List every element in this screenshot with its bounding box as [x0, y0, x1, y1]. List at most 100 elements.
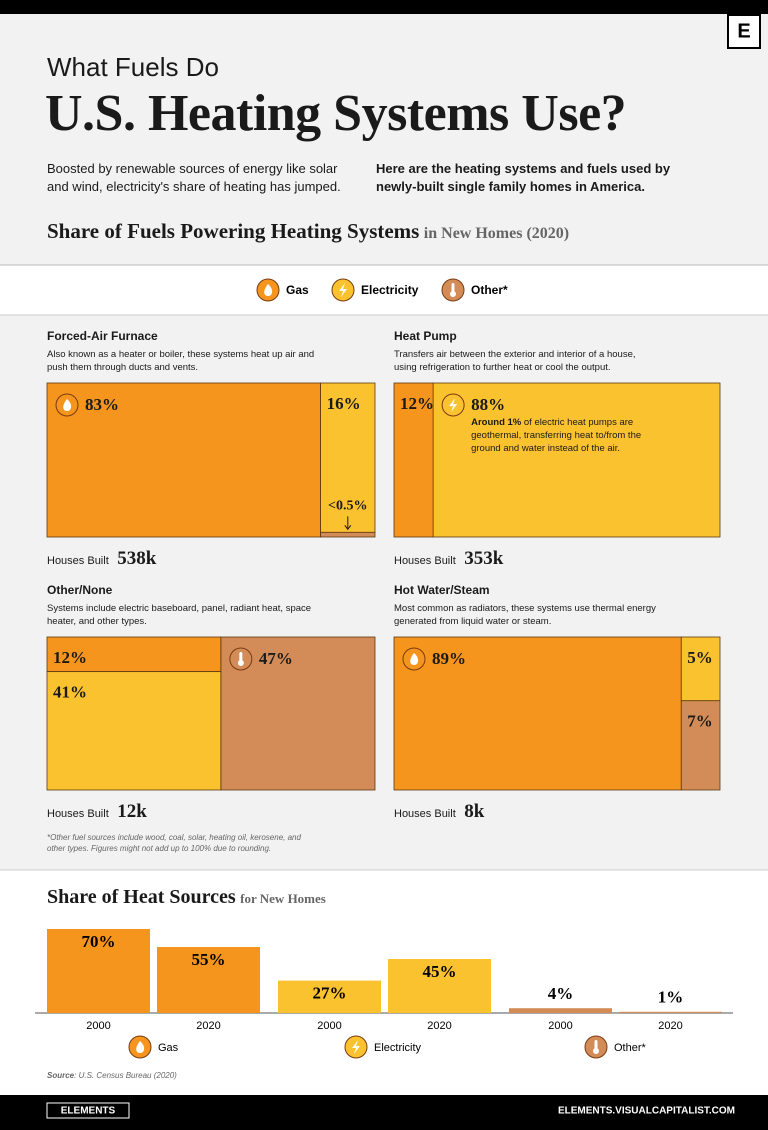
value-label: 83%	[85, 395, 119, 414]
houses-label: Houses Built	[47, 555, 109, 567]
thermo-bulb	[237, 660, 244, 666]
bar-value-label: 27%	[313, 984, 347, 1003]
x-tick-label: 2020	[427, 1020, 451, 1032]
value-label: 41%	[53, 683, 87, 702]
top-bar	[0, 0, 768, 14]
bar	[47, 929, 150, 1013]
x-tick-label: 2000	[548, 1020, 572, 1032]
footer-url: ELEMENTS.VISUALCAPITALIST.COM	[558, 1106, 735, 1117]
treemap-cell	[432, 382, 721, 538]
bar	[278, 980, 381, 1013]
brand-box	[727, 14, 761, 49]
fuel-icon	[331, 278, 355, 302]
treemap-cell	[680, 700, 721, 791]
fuel-icon	[584, 1035, 608, 1059]
value-label: 12%	[53, 648, 87, 667]
value-label: 5%	[687, 648, 713, 667]
x-tick-label: 2000	[86, 1020, 110, 1032]
houses-value: 353k	[464, 548, 504, 569]
flame-glyph	[63, 399, 72, 411]
source-text: : U.S. Census Bureau (2020)	[74, 1071, 177, 1080]
panel-description: Also known as a heater or boiler, these …	[47, 349, 315, 373]
brand-logo: E	[737, 20, 750, 42]
bolt-glyph	[449, 398, 458, 412]
footer-brand: ELEMENTS	[61, 1106, 116, 1117]
legend-label: Gas	[286, 283, 309, 297]
source-label: Source	[47, 1071, 75, 1080]
treemap-cell	[680, 636, 721, 702]
value-label: 16%	[327, 394, 361, 413]
treemap-cell	[320, 382, 376, 533]
thermo-glyph	[451, 283, 455, 293]
bar	[509, 1008, 612, 1013]
legend-band	[0, 265, 768, 315]
houses-built: Houses Built 538k	[47, 548, 156, 570]
houses-built: Houses Built 353k	[394, 548, 503, 570]
thermo-bulb	[593, 1048, 599, 1054]
bar	[388, 959, 491, 1013]
kicker: What Fuels Do	[47, 52, 219, 82]
legend-label: Electricity	[374, 1042, 422, 1054]
bolt-glyph	[352, 1040, 360, 1054]
thermo-glyph	[594, 1040, 598, 1050]
section-title-main: Share of Fuels Powering Heating Systems	[47, 219, 420, 243]
value-label: 88%	[471, 395, 505, 414]
main-title: U.S. Heating Systems Use?	[45, 85, 627, 142]
intro-right: Here are the heating systems and fuels u…	[376, 161, 671, 194]
fuel-icon	[441, 393, 465, 417]
flame-glyph	[410, 653, 419, 665]
intro-left: Boosted by renewable sources of energy l…	[47, 161, 341, 194]
icon-circle	[229, 647, 253, 671]
bar	[157, 947, 260, 1013]
houses-value: 538k	[117, 548, 157, 569]
legend-label: Other*	[471, 283, 508, 297]
treemap-cell	[220, 636, 376, 791]
value-label: 7%	[687, 712, 713, 731]
icon-circle	[402, 647, 426, 671]
panel-description: Systems include electric baseboard, pane…	[47, 603, 312, 627]
panel-note: Around 1% of electric heat pumps are geo…	[471, 416, 666, 455]
note-bold: Around 1%	[471, 417, 522, 428]
x-tick-label: 2000	[317, 1020, 341, 1032]
bar-value-label: 45%	[423, 962, 457, 981]
footer-logo-box	[46, 1102, 130, 1119]
legend-label: Electricity	[361, 283, 419, 297]
treemap-cell	[46, 671, 222, 791]
panel-title: Heat Pump	[394, 329, 457, 343]
value-label: 12%	[400, 394, 434, 413]
fuel-icon	[441, 278, 465, 302]
bar-value-label: 55%	[192, 950, 226, 969]
bar	[619, 1011, 722, 1013]
fuel-icon	[128, 1035, 152, 1059]
section-title: Share of Fuels Powering Heating Systems …	[47, 219, 569, 244]
pointer-head	[344, 525, 352, 531]
footnote: *Other fuel sources include wood, coal, …	[47, 833, 301, 853]
houses-value: 8k	[464, 801, 485, 822]
fuel-icon	[256, 278, 280, 302]
panel-title: Other/None	[47, 583, 113, 597]
value-label: 89%	[432, 649, 466, 668]
value-label: <0.5%	[328, 499, 367, 514]
fuel-icon	[229, 647, 253, 671]
panel-description: Most common as radiators, these systems …	[394, 603, 656, 627]
treemap-cell	[46, 636, 222, 673]
houses-label: Houses Built	[47, 808, 109, 820]
fuel-icon	[402, 647, 426, 671]
bar-title-main: Share of Heat Sources	[47, 886, 236, 908]
section-subtitle: in New Homes (2020)	[423, 225, 570, 242]
houses-built: Houses Built 12k	[47, 801, 147, 823]
fuel-icon	[344, 1035, 368, 1059]
flame-glyph	[136, 1041, 145, 1053]
note-text: of electric heat pumps are geothermal, t…	[471, 417, 642, 454]
value-label: 47%	[259, 649, 293, 668]
treemap-cell	[46, 382, 322, 538]
icon-circle	[441, 393, 465, 417]
thermo-glyph	[239, 652, 243, 662]
bolt-glyph	[339, 283, 347, 297]
panel-description: Transfers air between the exterior and i…	[394, 349, 636, 373]
bar-subtitle: for New Homes	[240, 891, 326, 906]
thermo-bulb	[450, 291, 456, 297]
bar-value-label: 4%	[548, 984, 574, 1003]
